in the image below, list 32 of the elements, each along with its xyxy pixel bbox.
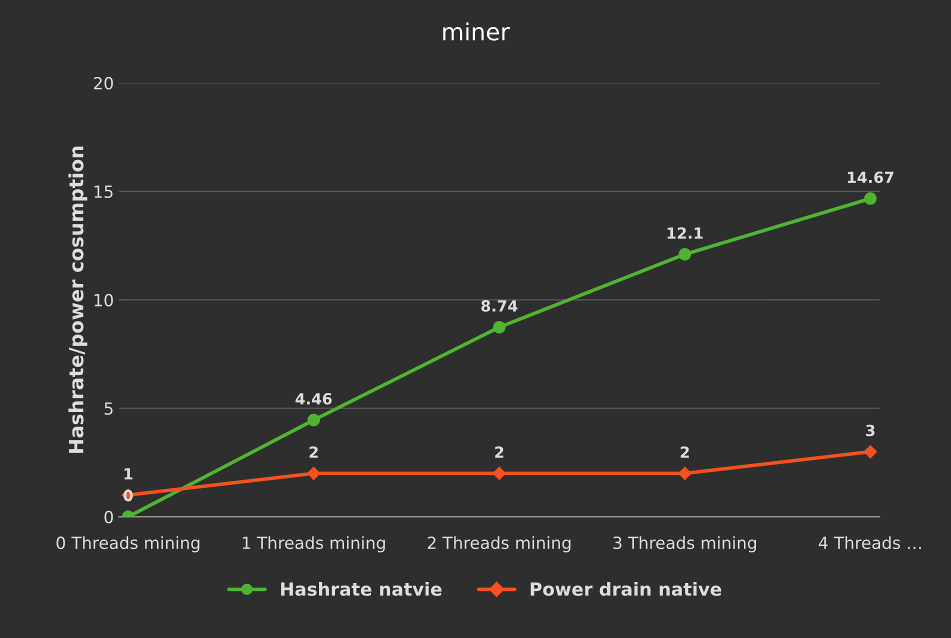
data-label: 2 [495, 446, 504, 458]
point [864, 192, 877, 205]
y-tick-label: 0 [104, 510, 113, 524]
x-tick-label: 2 Threads mining [428, 536, 570, 552]
data-label: 14.67 [848, 172, 894, 184]
data-label: 0 [124, 490, 133, 502]
x-tick-label: 3 Threads mining [613, 536, 756, 552]
point [678, 248, 692, 261]
point [493, 320, 506, 334]
data-label: 12.1 [668, 227, 703, 239]
point [678, 466, 692, 480]
y-axis-title: Hashrate/power cosumption [68, 146, 88, 453]
x-tick-label: 0 Threads mining [56, 536, 200, 552]
legend-label: Power drain native [530, 582, 722, 596]
point [864, 444, 878, 459]
point [306, 466, 321, 480]
x-tick-label: 4 Threads … [818, 536, 921, 550]
y-tick-label: 15 [94, 186, 113, 198]
y-tick-label: 5 [104, 402, 113, 415]
data-label: 4.46 [296, 393, 332, 405]
point [307, 414, 320, 426]
point [492, 466, 506, 480]
data-label: 2 [680, 446, 689, 458]
chart-title: miner [443, 22, 510, 41]
y-tick-label: 10 [94, 294, 113, 306]
legend-label: Hashrate natvie [281, 582, 442, 596]
data-label: 3 [866, 424, 874, 436]
data-label: 2 [310, 446, 318, 458]
data-label: 1 [124, 468, 132, 480]
data-label: 8.74 [481, 300, 518, 312]
y-tick-label: 20 [94, 76, 113, 90]
x-tick-label: 1 Threads mining [242, 536, 385, 552]
